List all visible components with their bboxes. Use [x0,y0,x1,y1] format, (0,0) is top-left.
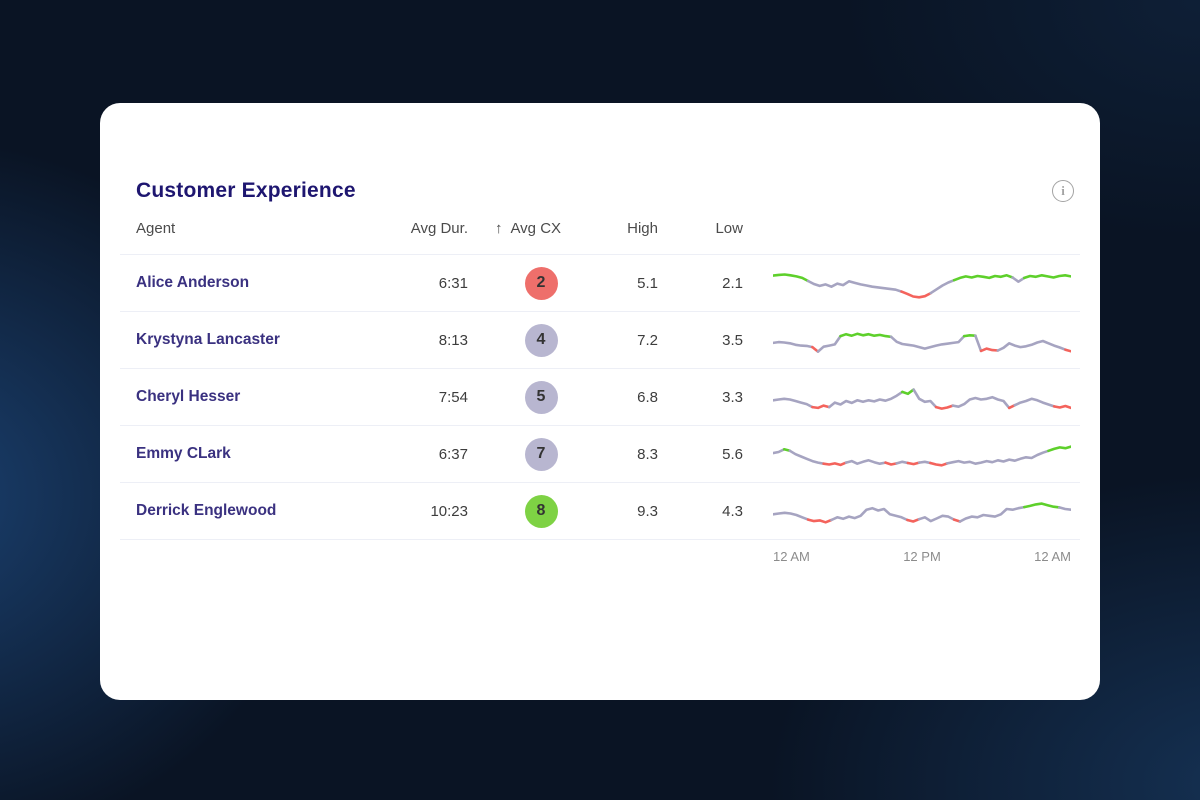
avg-duration-value: 8:13 [438,331,468,349]
sort-arrow-icon[interactable]: ↑ [494,220,503,237]
avg-cx-badge: 4 [524,323,558,357]
avg-cx-badge: 8 [524,494,558,528]
cx-trend-sparkline [773,332,1071,353]
column-header-avg-dur[interactable]: Avg Dur. [410,220,468,237]
table-row: Alice Anderson 6:31 2 5.1 2.1 [120,255,1080,312]
low-value: 3.3 [722,388,743,406]
high-value: 9.3 [637,502,658,520]
axis-tick-label: 12 AM [773,549,810,564]
page-title: Customer Experience [136,179,356,202]
avg-duration-value: 10:23 [430,502,468,520]
high-value: 6.8 [637,388,658,406]
card-header: Customer Experience i [120,103,1080,203]
avg-cx-badge: 2 [524,266,558,300]
cx-trend-sparkline [773,388,1071,410]
avg-duration-value: 6:37 [438,445,468,463]
table-row: Krystyna Lancaster 8:13 4 7.2 3.5 [120,312,1080,369]
avg-duration-value: 6:31 [438,274,468,292]
low-value: 2.1 [722,274,743,292]
axis-tick-label: 12 AM [1034,549,1071,564]
low-value: 5.6 [722,445,743,463]
agent-name-link[interactable]: Emmy CLark [136,445,231,462]
table-header-row: Agent Avg Dur. ↑ Avg CX High Low [120,203,1080,255]
column-header-high[interactable]: High [627,220,658,237]
cx-trend-sparkline [773,445,1071,467]
cx-trend-sparkline [773,273,1071,299]
high-value: 5.1 [637,274,658,292]
sparkline-axis-row: 12 AM 12 PM 12 AM [120,540,1080,564]
table-row: Derrick Englewood 10:23 8 9.3 4.3 [120,483,1080,540]
axis-tick-label: 12 PM [903,549,941,564]
agent-name-link[interactable]: Cheryl Hesser [136,388,241,405]
column-header-low[interactable]: Low [715,220,743,237]
table-row: Cheryl Hesser 7:54 5 6.8 3.3 [120,369,1080,426]
avg-duration-value: 7:54 [438,388,468,406]
column-header-avg-cx-label: Avg CX [510,220,562,237]
high-value: 8.3 [637,445,658,463]
agent-name-link[interactable]: Krystyna Lancaster [136,331,280,348]
info-icon[interactable]: i [1052,180,1074,202]
agent-name-link[interactable]: Alice Anderson [136,274,250,291]
column-header-avg-cx[interactable]: ↑ Avg CX [468,220,588,237]
low-value: 4.3 [722,502,743,520]
cx-trend-sparkline [773,502,1071,524]
avg-cx-badge: 7 [524,437,558,471]
customer-experience-card: Customer Experience i Agent Avg Dur. ↑ Av… [100,103,1100,700]
avg-cx-badge: 5 [524,380,558,414]
column-header-agent[interactable]: Agent [136,220,176,237]
low-value: 3.5 [722,331,743,349]
agent-name-link[interactable]: Derrick Englewood [136,502,277,519]
table-row: Emmy CLark 6:37 7 8.3 5.6 [120,426,1080,483]
high-value: 7.2 [637,331,658,349]
